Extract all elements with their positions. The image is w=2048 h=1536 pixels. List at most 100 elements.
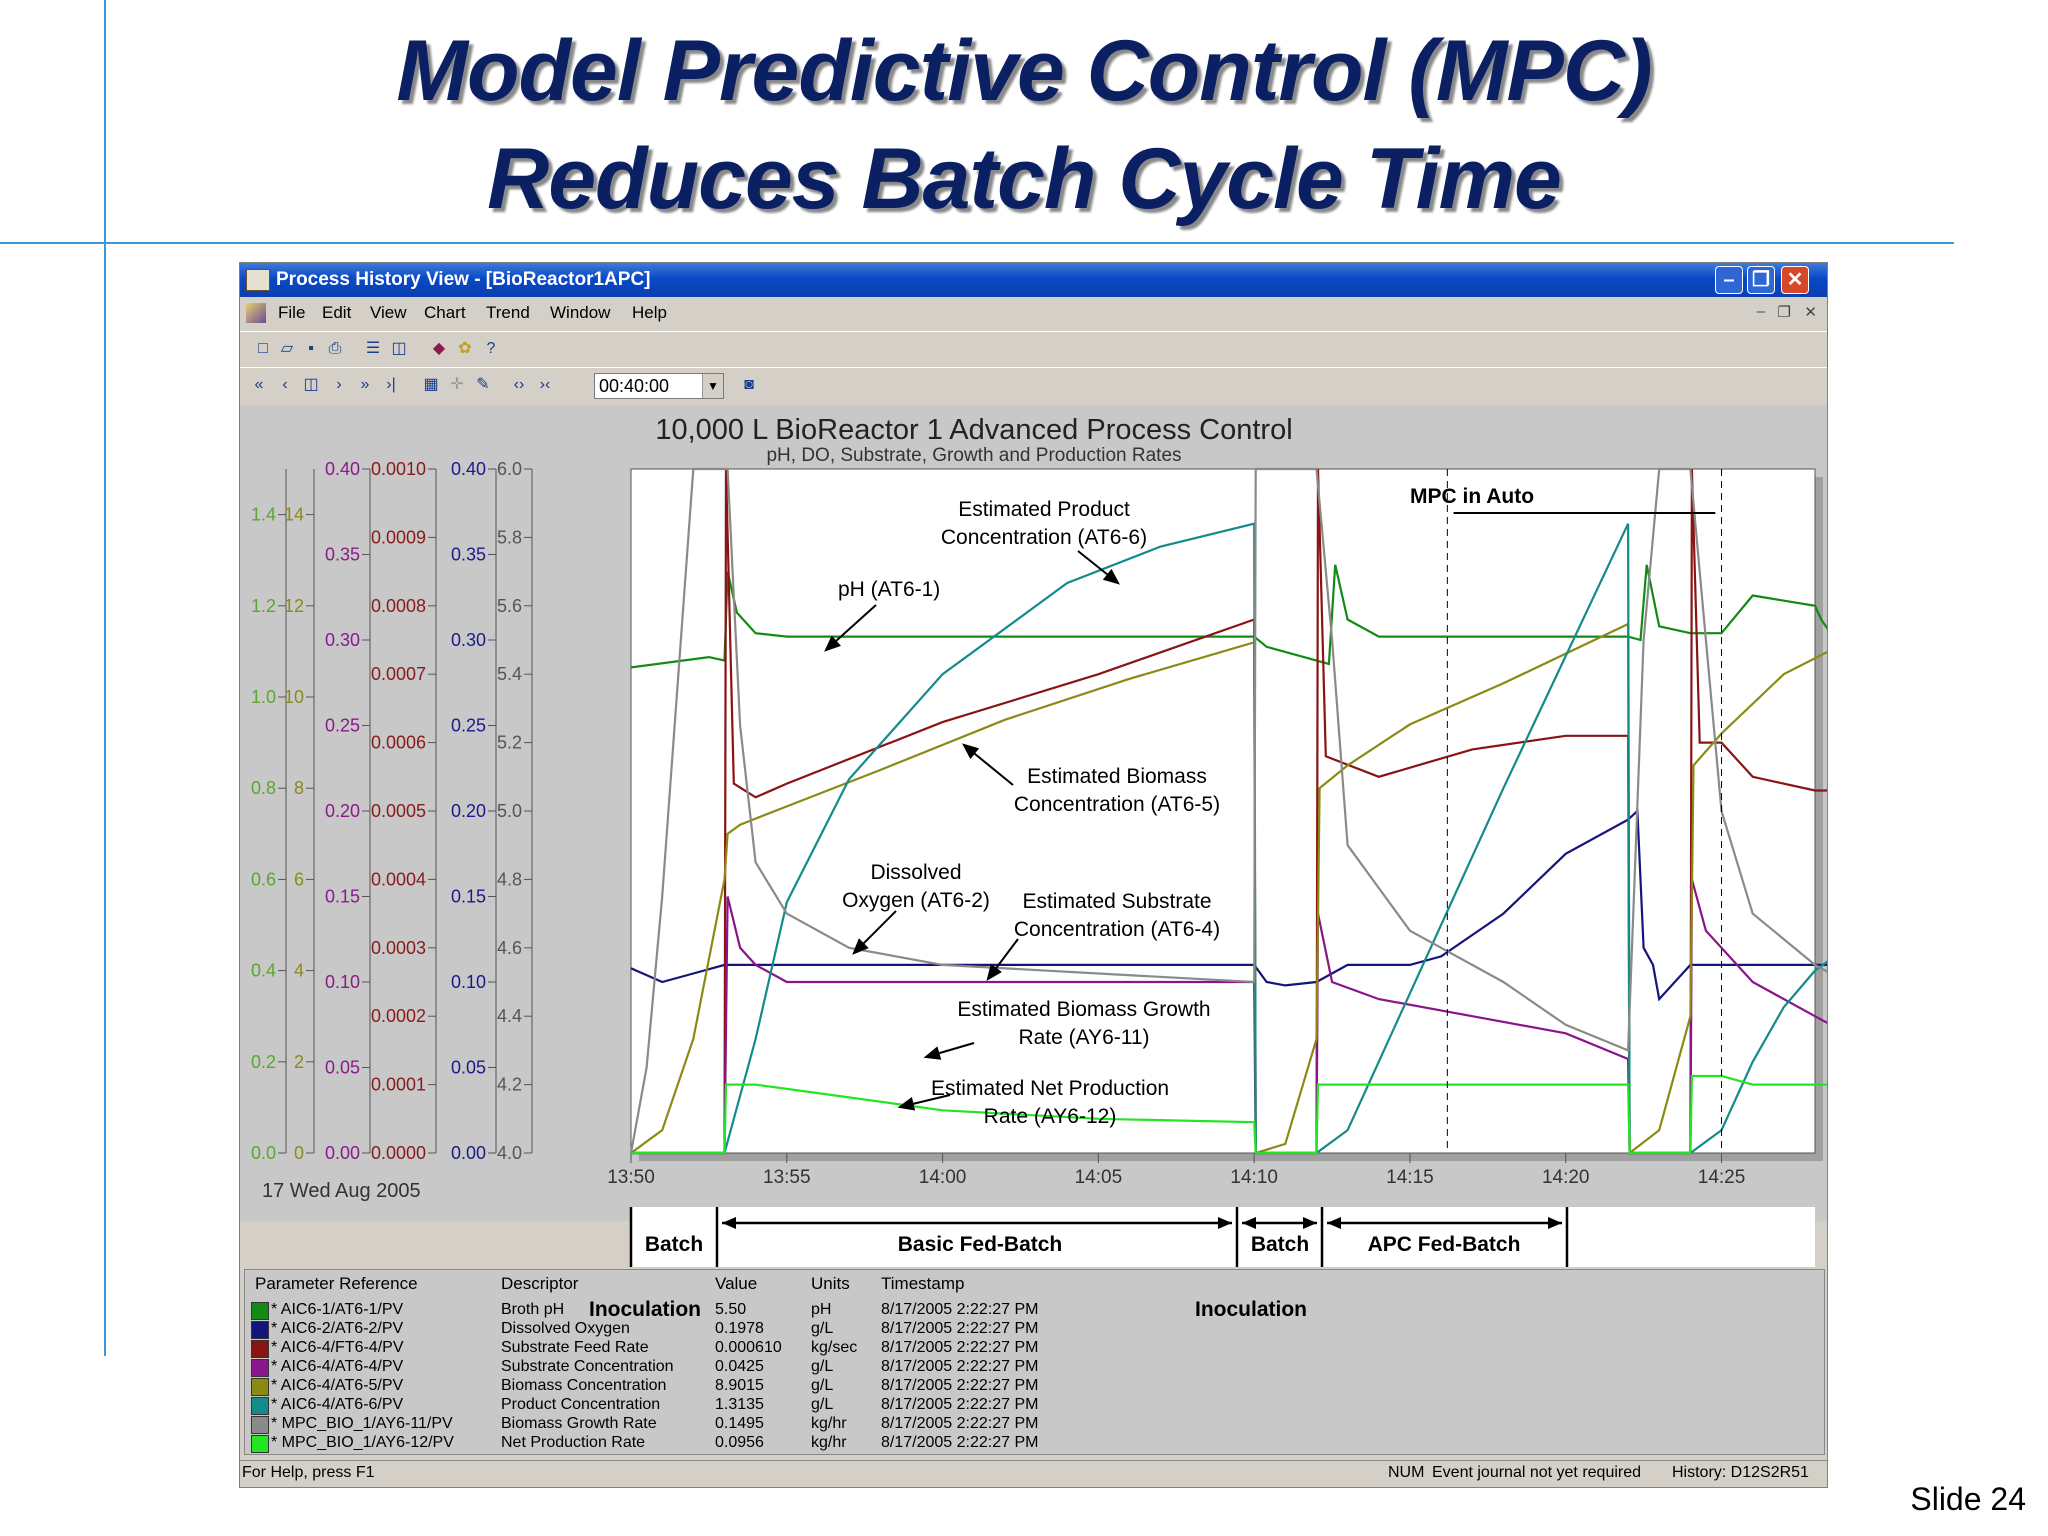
y-tick-label: 5.4 (497, 664, 522, 684)
legend-descriptor: Dissolved Oxygen (501, 1320, 630, 1337)
new-icon[interactable]: □ (258, 340, 268, 357)
close-icon[interactable]: ✕ (1781, 266, 1809, 294)
split-horizontal-icon[interactable]: ☰ (365, 340, 381, 357)
legend-swatch[interactable] (251, 1416, 269, 1434)
legend-swatch[interactable] (251, 1302, 269, 1320)
legend-timestamp: 8/17/2005 2:22:27 PM (881, 1301, 1039, 1318)
palette-icon[interactable]: ✿ (458, 340, 472, 357)
y-tick-label: 4.2 (497, 1075, 522, 1095)
slide-title-line2: Reduces Batch Cycle Time (487, 131, 1562, 227)
phase-bar: Batch Basic Fed-Batch Batch APC Fed-Batc… (629, 1207, 1815, 1267)
y-tick-label: 1.0 (251, 687, 276, 707)
expand-icon[interactable]: ‹› (513, 376, 525, 393)
slide-title-line1: Model Predictive Control (MPC) (396, 23, 1652, 119)
y-tick-label: 0.35 (451, 545, 486, 565)
time-span-select[interactable]: 00:40:00 ▼ (594, 373, 724, 399)
legend-row[interactable]: * AIC6-4/AT6-5/PV Biomass Concentration 8.… (245, 1376, 1824, 1398)
chart-menu-icon[interactable] (246, 303, 266, 323)
go-to-end-icon[interactable]: ›| (386, 376, 396, 393)
window-titlebar[interactable]: Process History View - [BioReactor1APC] … (240, 263, 1827, 297)
status-help: For Help, press F1 (242, 1464, 375, 1481)
y-tick-label: 0.0007 (371, 664, 426, 684)
app-icon[interactable] (246, 269, 270, 291)
center-icon[interactable]: ◫ (303, 376, 319, 393)
snapshot-icon[interactable]: ◙ (744, 376, 754, 393)
chart-title: 10,000 L BioReactor 1 Advanced Process C… (655, 414, 1292, 446)
legend-swatch[interactable] (251, 1435, 269, 1453)
open-icon[interactable]: ▱ (280, 340, 294, 357)
trend-add-icon[interactable]: ✛ (450, 376, 464, 393)
mdi-restore-icon[interactable]: ❐ (1777, 304, 1791, 321)
collapse-icon[interactable]: ›‹ (539, 376, 551, 393)
legend-swatch[interactable] (251, 1378, 269, 1396)
menu-edit[interactable]: Edit (322, 303, 352, 322)
legend-descriptor: Product Concentration (501, 1396, 661, 1413)
label-mpc-auto: MPC in Auto (1410, 485, 1534, 508)
legend-row[interactable]: * MPC_BIO_1/AY6-11/PV Biomass Growth Rate… (245, 1414, 1824, 1436)
trend-settings-icon[interactable]: ▦ (423, 376, 439, 393)
col-header-desc[interactable]: Descriptor (501, 1274, 579, 1293)
y-tick-label: 0.0004 (371, 869, 426, 889)
col-header-value[interactable]: Value (715, 1274, 758, 1293)
x-tick-label: 14:20 (1542, 1167, 1590, 1188)
legend-row[interactable]: * MPC_BIO_1/AY6-12/PV Net Production Rate… (245, 1433, 1824, 1455)
step-forward-icon[interactable]: › (336, 376, 342, 393)
legend-swatch[interactable] (251, 1359, 269, 1377)
y-tick-label: 0.0006 (371, 733, 426, 753)
split-vertical-icon[interactable]: ◫ (391, 340, 407, 357)
navigation-toolbar: « ‹ ◫ › » ›| ▦ ✛ ✎ ‹› ›‹ 00:40:00 ▼ ◙ (240, 367, 1827, 404)
series-line (630, 622, 1827, 1156)
print-icon[interactable]: ⎙ (328, 340, 342, 357)
y-tick-label: 5.8 (497, 527, 522, 547)
legend-swatch[interactable] (251, 1321, 269, 1339)
legend-value: 0.1978 (715, 1320, 764, 1337)
menu-trend[interactable]: Trend (486, 303, 530, 322)
y-tick-label: 0 (294, 1143, 304, 1163)
menu-window[interactable]: Window (550, 303, 611, 322)
legend-row[interactable]: * AIC6-4/FT6-4/PV Substrate Feed Rate 0.00… (245, 1338, 1824, 1360)
minimize-icon[interactable]: – (1715, 266, 1743, 294)
app-window: Process History View - [BioReactor1APC] … (239, 262, 1828, 1488)
legend-row[interactable]: * AIC6-2/AT6-2/PV Dissolved Oxygen 0.1978 g… (245, 1319, 1824, 1341)
mdi-close-icon[interactable]: ✕ (1804, 304, 1817, 321)
legend-row[interactable]: * AIC6-4/AT6-6/PV Product Concentration 1.… (245, 1395, 1824, 1417)
series-line (630, 564, 1827, 669)
legend-value: 0.1495 (715, 1415, 764, 1432)
y-tick-label: 0.0003 (371, 938, 426, 958)
rewind-icon[interactable]: « (254, 376, 264, 393)
y-tick-label: 5.0 (497, 801, 522, 821)
y-tick-label: 6.0 (497, 459, 522, 479)
book-icon[interactable]: ◆ (432, 340, 446, 357)
menu-chart[interactable]: Chart (424, 303, 466, 322)
legend-row[interactable]: * AIC6-1/AT6-1/PV Broth pH 5.50 pH 8/17/2005… (245, 1300, 1824, 1322)
legend-ref: * AIC6-4/FT6-4/PV (271, 1339, 404, 1356)
col-header-ref[interactable]: Parameter Reference (255, 1274, 418, 1293)
y-tick-label: 0.30 (325, 630, 360, 650)
col-header-timestamp[interactable]: Timestamp (881, 1274, 965, 1293)
step-back-icon[interactable]: ‹ (282, 376, 288, 393)
menu-file[interactable]: File (278, 303, 306, 322)
col-header-units[interactable]: Units (811, 1274, 850, 1293)
window-title: Process History View - [BioReactor1APC] (276, 269, 651, 290)
legend-swatch[interactable] (251, 1340, 269, 1358)
restore-icon[interactable]: ❐ (1747, 266, 1775, 294)
save-icon[interactable]: ▪ (308, 340, 314, 357)
fast-forward-icon[interactable]: » (360, 376, 370, 393)
context-help-icon[interactable]: ? (486, 340, 496, 357)
y-tick-label: 0.15 (325, 887, 360, 907)
legend-row[interactable]: * AIC6-4/AT6-4/PV Substrate Concentration… (245, 1357, 1824, 1379)
label-biomass-1: Estimated Biomass (1027, 765, 1207, 788)
legend-descriptor: Substrate Concentration (501, 1358, 674, 1375)
menu-help[interactable]: Help (632, 303, 667, 322)
chevron-down-icon[interactable]: ▼ (702, 374, 723, 398)
mdi-minimize-icon[interactable]: – (1756, 303, 1765, 320)
legend-ref: * AIC6-4/AT6-5/PV (271, 1377, 404, 1394)
y-tick-label: 0.35 (325, 545, 360, 565)
menu-view[interactable]: View (370, 303, 407, 322)
trend-edit-icon[interactable]: ✎ (476, 376, 490, 393)
legend-swatch[interactable] (251, 1397, 269, 1415)
status-history: History: D12S2R51 (1672, 1464, 1809, 1481)
y-tick-label: 0.30 (451, 630, 486, 650)
legend-ref: * AIC6-4/AT6-6/PV (271, 1396, 404, 1413)
y-tick-label: 10 (284, 687, 304, 707)
